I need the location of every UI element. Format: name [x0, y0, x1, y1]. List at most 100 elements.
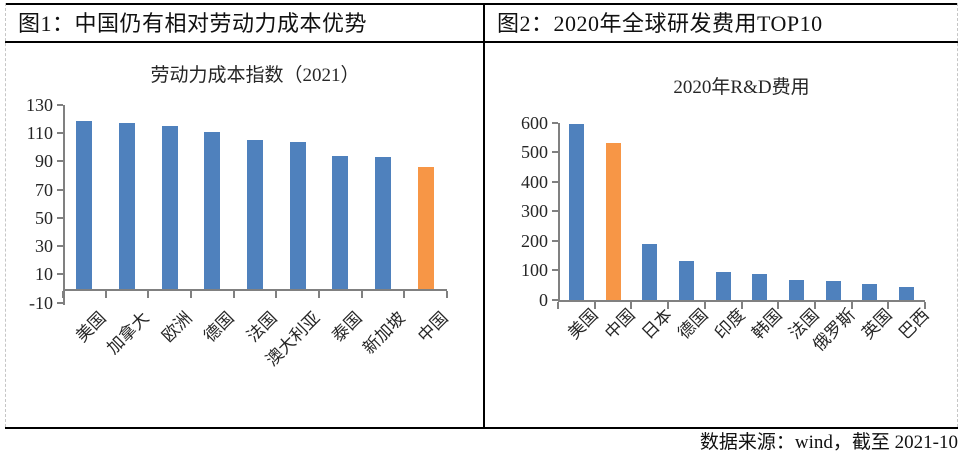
y-tick-label: -10: [29, 292, 53, 313]
y-axis-tick: [552, 151, 558, 154]
bar-德国: [678, 261, 694, 300]
x-category-label: 新加坡: [359, 307, 409, 358]
y-axis-line: [63, 105, 65, 305]
y-axis-tick: [57, 132, 63, 135]
x-category-label: 德国: [674, 304, 713, 343]
x-axis-tick: [703, 301, 706, 309]
bar-日本: [642, 243, 658, 300]
x-axis-tick: [147, 290, 150, 298]
bar-法国: [247, 140, 263, 289]
x-axis-tick: [740, 301, 743, 309]
y-axis-tick: [552, 180, 558, 183]
y-tick-label: 400: [521, 171, 548, 192]
y-axis-tick: [57, 160, 63, 163]
y-tick-label: 10: [35, 264, 53, 285]
x-category-label: 中国: [413, 307, 452, 346]
x-axis-tick: [403, 290, 406, 298]
y-axis-tick: [57, 216, 63, 219]
y-axis-tick: [552, 269, 558, 272]
x-category-label: 巴西: [894, 304, 933, 343]
x-axis-tick: [887, 301, 890, 309]
y-axis-tick: [57, 245, 63, 248]
x-axis-tick: [593, 301, 596, 309]
table-bottom-border: [5, 427, 958, 429]
bar-英国: [862, 283, 878, 300]
y-axis-tick: [552, 239, 558, 242]
x-axis-tick: [318, 290, 320, 298]
bar-新加坡: [375, 157, 391, 289]
fig1-header-title: 图1：中国仍有相对劳动力成本优势: [18, 11, 368, 36]
x-category-label: 法国: [243, 307, 281, 346]
table-top-border: [5, 3, 958, 5]
y-tick-label: 100: [521, 260, 548, 281]
x-axis-tick: [777, 301, 780, 309]
y-axis-tick: [552, 298, 558, 301]
bar-巴西: [899, 287, 915, 300]
bar-韩国: [752, 273, 768, 300]
chart-title: 劳动力成本指数（2021）: [150, 65, 360, 86]
bar-加拿大: [119, 123, 135, 289]
y-tick-label: 50: [35, 207, 53, 228]
y-tick-label: 90: [35, 151, 53, 172]
y-axis-tick: [57, 188, 63, 191]
x-category-label: 加拿大: [103, 307, 153, 358]
bar-欧洲: [161, 126, 178, 289]
x-category-label: 英国: [858, 304, 896, 343]
x-axis-line: [63, 288, 447, 291]
x-axis-tick: [850, 301, 853, 309]
y-tick-label: 500: [521, 142, 548, 163]
y-tick-label: 70: [35, 179, 53, 200]
y-axis-tick: [552, 210, 558, 213]
x-category-label: 日本: [638, 304, 676, 343]
table-left-edge: [5, 3, 6, 427]
x-axis-tick: [360, 290, 363, 298]
y-axis-tick: [552, 122, 558, 124]
data-source-note: 数据来源：wind，截至 2021-10: [699, 432, 958, 453]
x-axis-tick: [557, 301, 559, 309]
y-tick-label: 200: [521, 230, 548, 251]
x-category-label: 欧洲: [157, 307, 196, 346]
x-axis-tick: [104, 290, 107, 298]
y-axis-tick: [57, 273, 63, 276]
y-tick-label: 30: [35, 236, 53, 257]
x-category-label: 韩国: [748, 304, 786, 343]
bar-中国: [417, 167, 434, 289]
x-axis-tick: [62, 290, 64, 298]
bar-美国: [568, 123, 584, 300]
chart-title: 2020年R&D费用: [673, 77, 810, 98]
bar-澳大利亚: [289, 141, 306, 289]
bar-德国: [204, 131, 221, 289]
header-bottom-border: [5, 41, 958, 43]
y-tick-label: 0: [539, 289, 548, 310]
bar-印度: [715, 271, 731, 300]
x-axis-tick: [667, 301, 670, 309]
x-axis-tick: [190, 290, 192, 298]
x-axis-tick: [813, 301, 816, 309]
table-right-edge: [957, 3, 958, 427]
y-tick-label: 300: [521, 201, 548, 222]
y-tick-label: 600: [521, 113, 548, 133]
x-category-label: 中国: [601, 304, 639, 343]
bar-法国: [789, 279, 805, 300]
bar-美国: [76, 120, 93, 289]
fig2-header-title: 图2：2020年全球研发费用TOP10: [497, 11, 823, 36]
x-axis-tick: [630, 301, 633, 309]
y-tick-label: 130: [26, 95, 53, 115]
x-axis-tick: [275, 290, 278, 298]
x-axis-tick: [446, 290, 448, 298]
y-axis-tick: [57, 104, 63, 106]
x-category-label: 印度: [711, 304, 749, 343]
y-axis-line: [558, 123, 560, 302]
bar-中国: [605, 142, 621, 300]
y-axis-tick: [57, 301, 63, 304]
x-axis-tick: [232, 290, 235, 298]
x-category-label: 德国: [200, 307, 239, 346]
bar-泰国: [332, 155, 349, 289]
column-divider: [483, 3, 485, 429]
x-category-label: 泰国: [328, 307, 367, 346]
x-category-label: 美国: [564, 304, 603, 343]
x-axis-tick: [924, 301, 926, 309]
x-axis-line: [558, 299, 925, 302]
